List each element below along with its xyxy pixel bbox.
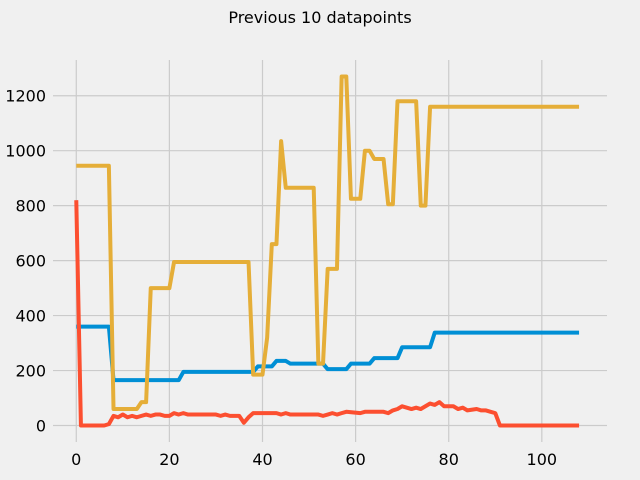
series-line-3 [74, 200, 580, 428]
x-tick-label: 40 [252, 450, 272, 469]
y-tick-label: 400 [15, 307, 46, 326]
chart-title: Previous 10 datapoints [228, 8, 411, 27]
y-tick-label: 200 [15, 362, 46, 381]
x-tick-label: 20 [159, 450, 179, 469]
series-lines [74, 74, 580, 428]
grid-lines [53, 60, 607, 442]
y-tick-label: 800 [15, 197, 46, 216]
series-line-1 [76, 324, 580, 383]
x-tick-label: 80 [439, 450, 459, 469]
x-tick-label: 60 [345, 450, 365, 469]
x-tick-label: 100 [527, 450, 558, 469]
y-tick-label: 0 [36, 417, 46, 436]
x-tick-label: 0 [71, 450, 81, 469]
y-tick-label: 1000 [5, 142, 46, 161]
y-tick-label: 600 [15, 252, 46, 271]
series-line-2 [76, 74, 580, 412]
y-tick-label: 1200 [5, 87, 46, 106]
